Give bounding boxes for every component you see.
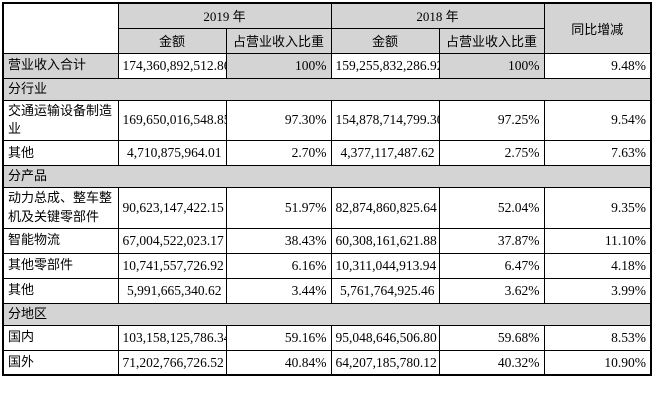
- cell-share-2018: 3.62%: [438, 277, 545, 304]
- row-label: 智能物流: [2, 227, 119, 254]
- section-label: 分地区: [2, 302, 652, 326]
- section-row: 分地区: [2, 302, 652, 326]
- cell-share-2018: 59.68%: [438, 324, 545, 351]
- cell-share-2019: 100%: [225, 52, 332, 79]
- header-amount-2018: 金额: [330, 27, 440, 54]
- cell-yoy: 9.35%: [543, 187, 652, 229]
- cell-amount-2018: 82,874,860,825.64: [330, 187, 440, 229]
- cell-share-2019: 3.44%: [225, 277, 332, 304]
- cell-amount-2019: 67,004,522,023.17: [117, 227, 227, 254]
- table-row: 其他 4,710,875,964.01 2.70% 4,377,117,487.62 2…: [2, 140, 652, 167]
- cell-share-2019: 59.16%: [225, 324, 332, 351]
- cell-share-2018: 2.75%: [438, 140, 545, 167]
- header-year-2019: 2019 年: [117, 2, 332, 29]
- cell-share-2019: 38.43%: [225, 227, 332, 254]
- cell-amount-2018: 64,207,185,780.12: [330, 349, 440, 376]
- row-label: 国外: [2, 349, 119, 376]
- cell-yoy: 3.99%: [543, 277, 652, 304]
- cell-amount-2019: 174,360,892,512.86: [117, 52, 227, 79]
- cell-amount-2019: 4,710,875,964.01: [117, 140, 227, 167]
- row-label: 交通运输设备制造业: [2, 99, 119, 142]
- section-row: 分产品: [2, 165, 652, 189]
- section-label: 分产品: [2, 165, 652, 189]
- cell-share-2019: 6.16%: [225, 252, 332, 279]
- header-yoy-change: 同比增减: [543, 2, 652, 54]
- row-label: 营业收入合计: [2, 52, 119, 79]
- header-amount-2019: 金额: [117, 27, 227, 54]
- row-label: 国内: [2, 324, 119, 351]
- cell-amount-2018: 10,311,044,913.94: [330, 252, 440, 279]
- header-row-years: 2019 年 2018 年 同比增减: [2, 2, 652, 54]
- cell-share-2019: 97.30%: [225, 99, 332, 142]
- cell-yoy: 9.54%: [543, 99, 652, 142]
- cell-share-2018: 52.04%: [438, 187, 545, 229]
- header-corner-cell: [2, 2, 119, 54]
- table-row: 国内 103,158,125,786.34 59.16% 95,048,646,506…: [2, 324, 652, 351]
- cell-share-2018: 97.25%: [438, 99, 545, 142]
- section-label: 分行业: [2, 77, 652, 101]
- cell-yoy: 9.48%: [543, 52, 652, 79]
- cell-yoy: 8.53%: [543, 324, 652, 351]
- cell-share-2019: 51.97%: [225, 187, 332, 229]
- row-label: 动力总成、整车整机及关键零部件: [2, 187, 119, 229]
- cell-amount-2018: 95,048,646,506.80: [330, 324, 440, 351]
- revenue-breakdown-table: 2019 年 2018 年 同比增减 金额 占营业收入比重 金额 占营业收入比重…: [2, 2, 652, 377]
- cell-amount-2019: 103,158,125,786.34: [117, 324, 227, 351]
- cell-amount-2018: 5,761,764,925.46: [330, 277, 440, 304]
- row-label: 其他: [2, 140, 119, 167]
- cell-amount-2019: 5,991,665,340.62: [117, 277, 227, 304]
- table-header: 2019 年 2018 年 同比增减 金额 占营业收入比重 金额 占营业收入比重: [2, 2, 652, 54]
- cell-amount-2018: 159,255,832,286.92: [330, 52, 440, 79]
- cell-yoy: 10.90%: [543, 349, 652, 376]
- table-row: 营业收入合计 174,360,892,512.86 100% 159,255,832,…: [2, 52, 652, 79]
- cell-amount-2018: 154,878,714,799.30: [330, 99, 440, 142]
- cell-amount-2018: 4,377,117,487.62: [330, 140, 440, 167]
- cell-amount-2019: 169,650,016,548.85: [117, 99, 227, 142]
- table-body: 营业收入合计 174,360,892,512.86 100% 159,255,832,…: [2, 52, 652, 376]
- cell-yoy: 11.10%: [543, 227, 652, 254]
- table-row: 智能物流 67,004,522,023.17 38.43% 60,308,161,62…: [2, 227, 652, 254]
- cell-share-2018: 6.47%: [438, 252, 545, 279]
- cell-amount-2019: 10,741,557,726.92: [117, 252, 227, 279]
- table-row: 其他 5,991,665,340.62 3.44% 5,761,764,925.46 3…: [2, 277, 652, 304]
- row-label: 其他零部件: [2, 252, 119, 279]
- header-row-metrics: 金额 占营业收入比重 金额 占营业收入比重: [3, 27, 651, 54]
- cell-yoy: 4.18%: [543, 252, 652, 279]
- cell-amount-2019: 90,623,147,422.15: [117, 187, 227, 229]
- cell-share-2019: 2.70%: [225, 140, 332, 167]
- cell-share-2018: 40.32%: [438, 349, 545, 376]
- cell-amount-2018: 60,308,161,621.88: [330, 227, 440, 254]
- cell-share-2018: 100%: [438, 52, 545, 79]
- header-share-2018: 占营业收入比重: [438, 27, 545, 54]
- cell-amount-2019: 71,202,766,726.52: [117, 349, 227, 376]
- table-row: 交通运输设备制造业 169,650,016,548.85 97.30% 154,878…: [2, 99, 652, 142]
- header-share-2019: 占营业收入比重: [225, 27, 332, 54]
- cell-share-2018: 37.87%: [438, 227, 545, 254]
- table-row: 国外 71,202,766,726.52 40.84% 64,207,185,780.…: [2, 349, 652, 376]
- cell-share-2019: 40.84%: [225, 349, 332, 376]
- table-row: 其他零部件 10,741,557,726.92 6.16% 10,311,044,91…: [2, 252, 652, 279]
- header-year-2018: 2018 年: [330, 2, 545, 29]
- section-row: 分行业: [2, 77, 652, 101]
- cell-yoy: 7.63%: [543, 140, 652, 167]
- table-row: 动力总成、整车整机及关键零部件 90,623,147,422.15 51.97% 82…: [2, 187, 652, 229]
- row-label: 其他: [2, 277, 119, 304]
